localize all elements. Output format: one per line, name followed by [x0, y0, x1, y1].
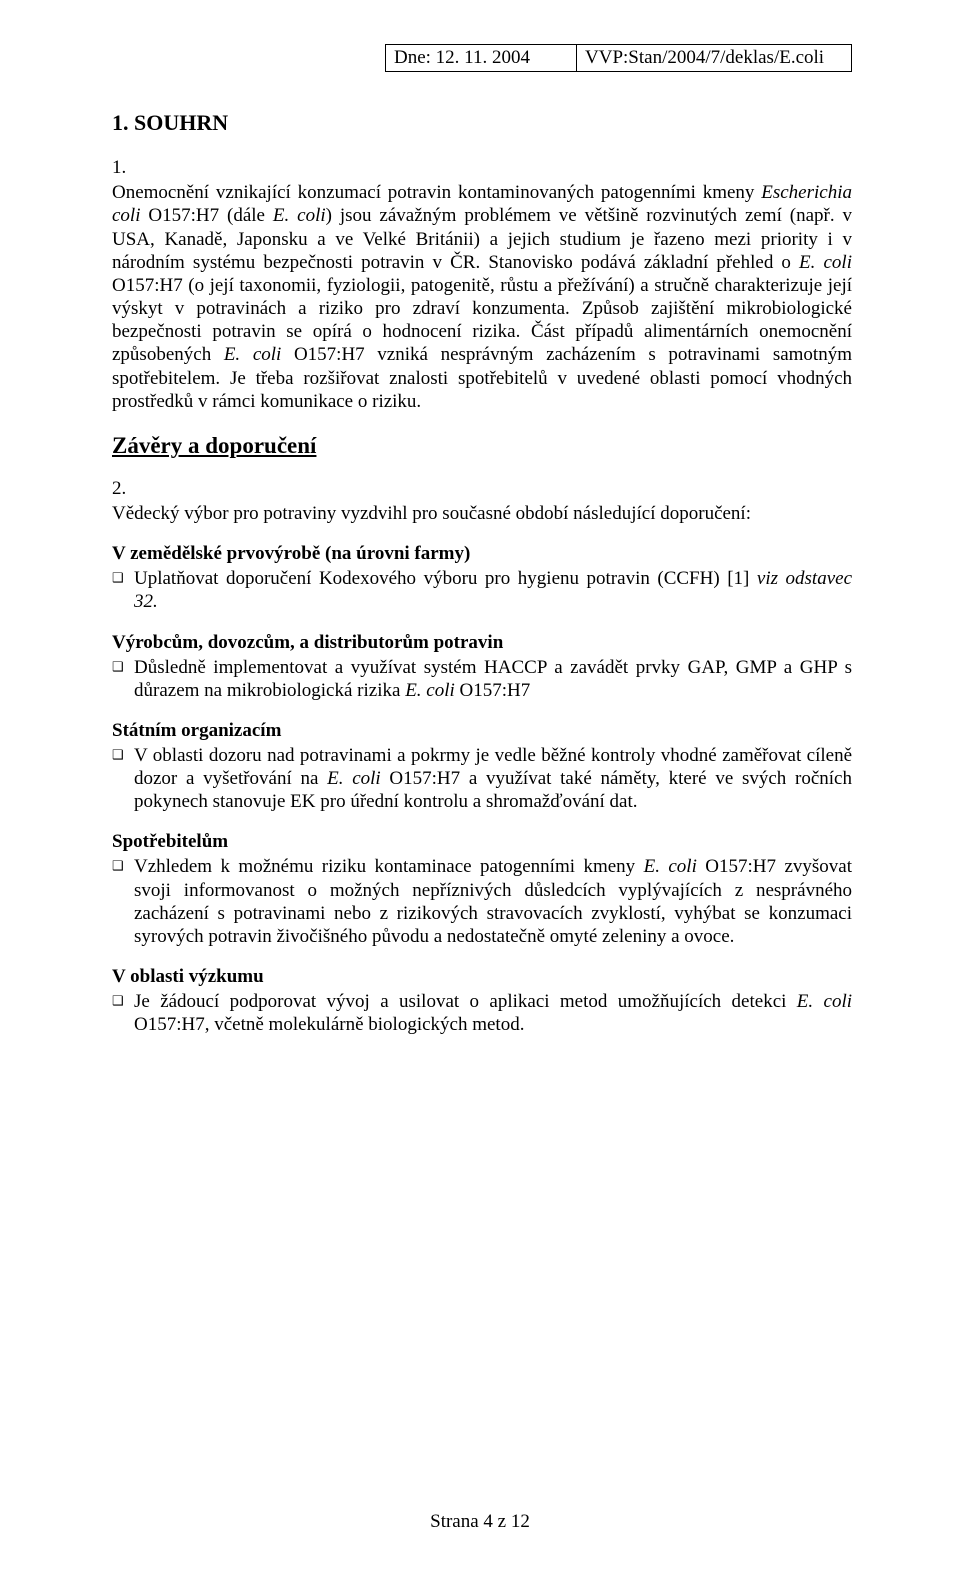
bullet-list: ❑Vzhledem k možnému riziku kontaminace p…	[112, 855, 852, 948]
bullet-list: ❑Uplatňovat doporučení Kodexového výboru…	[112, 567, 852, 613]
bullet-list: ❑Důsledně implementovat a využívat systé…	[112, 656, 852, 702]
list-item-text: V oblasti dozoru nad potravinami a pokrm…	[134, 744, 852, 814]
list-item: ❑Důsledně implementovat a využívat systé…	[112, 656, 852, 702]
bullet-square-icon: ❑	[112, 855, 134, 874]
summary-paragraph: Onemocnění vznikající konzumací potravin…	[112, 181, 852, 413]
recommendation-sections: V zemědělské prvovýrobě (na úrovni farmy…	[112, 543, 852, 1036]
recommendation-section-title: Spotřebitelům	[112, 831, 852, 853]
list-item-text: Důsledně implementovat a využívat systém…	[134, 656, 852, 702]
recommendation-section-title: Výrobcům, dovozcům, a distributorům potr…	[112, 632, 852, 654]
list-item-text: Uplatňovat doporučení Kodexového výboru …	[134, 567, 852, 613]
conclusions-number: 2.	[112, 477, 852, 500]
bullet-square-icon: ❑	[112, 990, 134, 1009]
list-item-text: Vzhledem k možnému riziku kontaminace pa…	[134, 855, 852, 948]
recommendation-section-title: V zemědělské prvovýrobě (na úrovni farmy…	[112, 543, 852, 565]
header-code-cell: VVP:Stan/2004/7/deklas/E.coli	[577, 45, 852, 72]
bullet-list: ❑V oblasti dozoru nad potravinami a pokr…	[112, 744, 852, 814]
recommendation-section-title: Státním organizacím	[112, 720, 852, 742]
list-item: ❑Uplatňovat doporučení Kodexového výboru…	[112, 567, 852, 613]
section-heading-souhrn: 1. SOUHRN	[112, 110, 852, 136]
header-table: Dne: 12. 11. 2004 VVP:Stan/2004/7/deklas…	[385, 44, 852, 72]
recommendation-section-title: V oblasti výzkumu	[112, 966, 852, 988]
bullet-square-icon: ❑	[112, 744, 134, 763]
conclusions-lead: Vědecký výbor pro potraviny vyzdvihl pro…	[112, 502, 852, 525]
bullet-list: ❑Je žádoucí podporovat vývoj a usilovat …	[112, 990, 852, 1036]
header-date-cell: Dne: 12. 11. 2004	[386, 45, 577, 72]
page-footer: Strana 4 z 12	[0, 1511, 960, 1533]
page: Dne: 12. 11. 2004 VVP:Stan/2004/7/deklas…	[0, 0, 960, 1573]
summary-number: 1.	[112, 156, 852, 179]
list-item: ❑Je žádoucí podporovat vývoj a usilovat …	[112, 990, 852, 1036]
list-item: ❑Vzhledem k možnému riziku kontaminace p…	[112, 855, 852, 948]
bullet-square-icon: ❑	[112, 567, 134, 586]
section-heading-zavery: Závěry a doporučení	[112, 433, 852, 459]
bullet-square-icon: ❑	[112, 656, 134, 675]
list-item: ❑V oblasti dozoru nad potravinami a pokr…	[112, 744, 852, 814]
list-item-text: Je žádoucí podporovat vývoj a usilovat o…	[134, 990, 852, 1036]
